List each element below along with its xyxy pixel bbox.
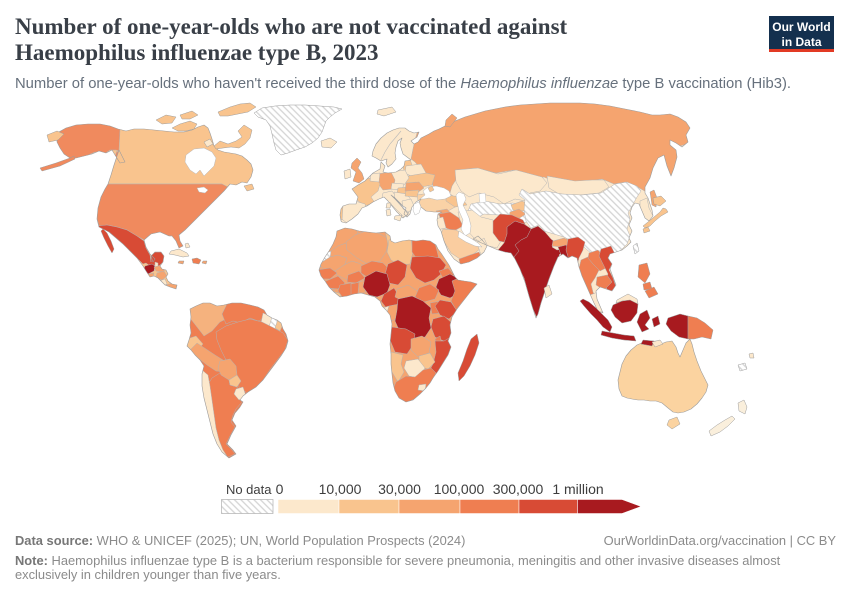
svg-text:0: 0 <box>276 481 284 497</box>
svg-text:10,000: 10,000 <box>319 481 362 497</box>
svg-text:100,000: 100,000 <box>434 481 485 497</box>
svg-text:No data: No data <box>226 482 272 497</box>
svg-text:1 million: 1 million <box>552 481 603 497</box>
svg-text:30,000: 30,000 <box>378 481 421 497</box>
svg-text:300,000: 300,000 <box>493 481 544 497</box>
